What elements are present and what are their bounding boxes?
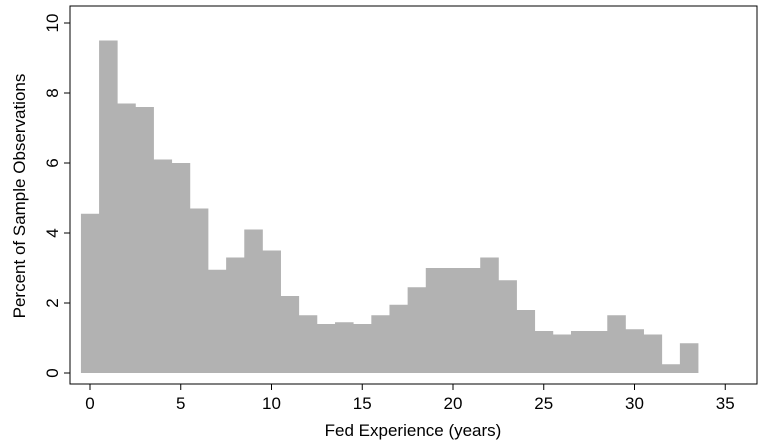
histogram-bar [189,208,209,373]
histogram-bar [80,213,100,373]
y-axis-ticks: 0 2 4 6 8 10 [43,14,70,378]
histogram-bar [661,364,681,373]
x-axis-title: Fed Experience (years) [325,421,502,440]
histogram-bar [335,322,354,373]
histogram-bar [280,296,300,373]
histogram-bar [516,310,536,373]
histogram-bar [135,107,154,373]
x-tick-label: 20 [444,394,463,413]
histogram-bar [171,163,191,373]
y-axis-title: Percent of Sample Observations [10,74,29,319]
histogram-bar [207,269,227,373]
x-tick-label: 30 [625,394,644,413]
histogram-bar [262,250,281,373]
histogram-bar [462,268,481,373]
y-tick-label: 0 [43,368,62,377]
y-tick-label: 2 [43,298,62,307]
histogram-bar [625,329,644,373]
histogram-bar [407,287,427,373]
histogram-bar [425,268,445,373]
x-tick-label: 10 [262,394,281,413]
x-tick-label: 5 [176,394,185,413]
y-tick-label: 10 [43,14,62,33]
histogram-bar [298,315,318,373]
histogram-bar [244,229,263,373]
y-tick-label: 8 [43,88,62,97]
x-tick-label: 0 [85,394,94,413]
histogram-bar [643,334,663,373]
x-axis-ticks: 0 5 10 15 20 25 30 35 [85,384,735,413]
histogram-bar [353,324,372,373]
histogram-bar [443,268,463,373]
histogram-bar [480,257,499,373]
y-tick-label: 4 [43,228,62,237]
histogram-bar [99,40,118,373]
histogram-bar [589,331,608,373]
x-tick-label: 35 [716,394,735,413]
histogram-bar [607,315,626,373]
histogram-bar [153,159,173,373]
histogram-bar [226,257,245,373]
histogram-bar [371,315,390,373]
histogram-bar [316,324,336,373]
histogram-bar [389,304,409,373]
histogram-bar [679,343,699,373]
histogram-bar [498,280,517,373]
y-tick-label: 6 [43,158,62,167]
x-tick-label: 15 [353,394,372,413]
x-tick-label: 25 [534,394,553,413]
histogram-bar [534,331,554,373]
bars-group [80,40,699,373]
histogram-bar [117,103,136,373]
histogram-bar [552,334,572,373]
histogram-bar [570,331,590,373]
